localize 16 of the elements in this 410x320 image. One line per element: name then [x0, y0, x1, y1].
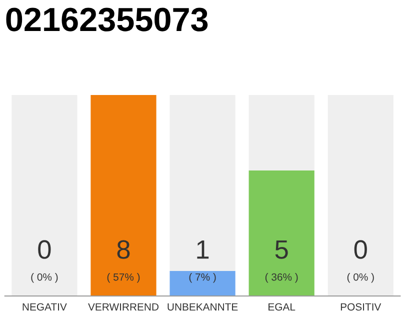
data-label: 1 [197, 240, 209, 259]
annotation: ( 36% ) [265, 273, 298, 283]
annotation: ( 0% ) [347, 273, 374, 283]
x-tick-label: EGAL [268, 303, 296, 311]
annotation: ( 0% ) [31, 273, 58, 283]
chart-title: 02162355073 [6, 8, 208, 32]
x-tick-label: POSITIV [340, 303, 382, 311]
data-label: 8 [117, 240, 130, 259]
x-tick-label: UNBEKANNTE [168, 303, 238, 311]
annotation: ( 7% ) [189, 273, 216, 283]
x-tick-label: VERWIRREND [88, 303, 158, 310]
data-label: 5 [275, 240, 288, 259]
annotation: ( 57% ) [107, 273, 140, 283]
annotation: 0 [38, 240, 51, 259]
annotation: 0 [354, 240, 367, 259]
x-tick-label: NEGATIV [22, 303, 67, 311]
